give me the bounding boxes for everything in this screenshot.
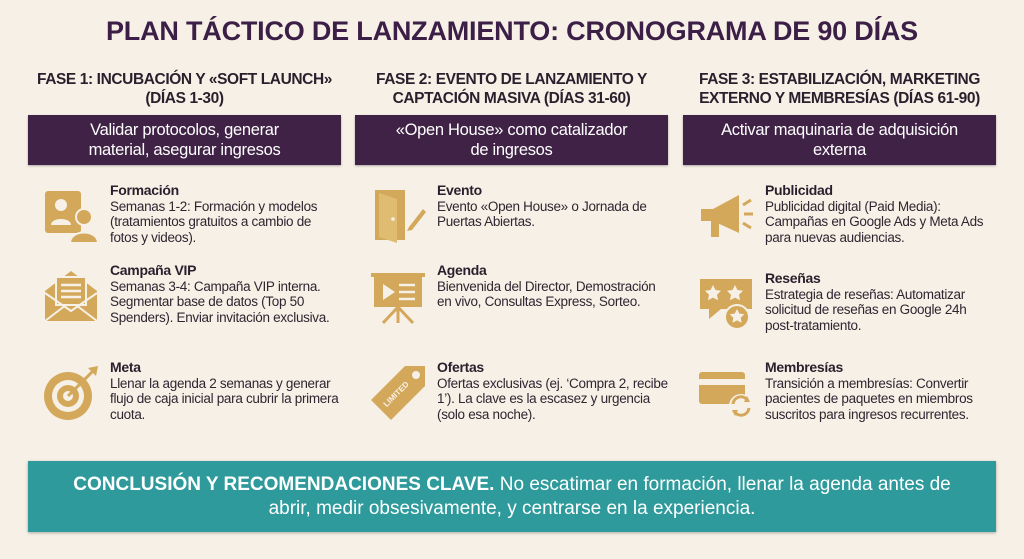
phase-header: FASE 1: INCUBACIÓN Y «SOFT LAUNCH» (DÍAS…	[36, 71, 332, 107]
item-title: Membresías	[765, 359, 843, 375]
phase-column-1: FASE 1: INCUBACIÓN Y «SOFT LAUNCH» (DÍAS…	[28, 70, 341, 450]
item-text: Evento «Open House» o Jornada de Puertas…	[437, 198, 647, 230]
item-title: Evento	[437, 182, 482, 198]
trainer-person-icon	[42, 187, 100, 245]
item-title: Campaña VIP	[110, 262, 197, 278]
item-text: Llenar la agenda 2 semanas y generar flu…	[110, 375, 339, 422]
phase-column-2: FASE 2: EVENTO DE LANZAMIENTO Y CAPTACIÓ…	[355, 70, 668, 450]
envelope-letter-icon	[42, 267, 100, 325]
conclusion-text: No escatimar en formación, llenar la age…	[268, 473, 951, 519]
list-item: Meta Llenar la agenda 2 semanas y generar…	[42, 359, 342, 422]
item-title: Agenda	[437, 262, 487, 278]
conclusion-lead: CONCLUSIÓN Y RECOMENDACIONES CLAVE.	[73, 473, 495, 495]
item-text: Transición a membresías: Convertir pacie…	[765, 375, 973, 422]
target-arrow-icon	[42, 364, 100, 422]
conclusion-banner: CONCLUSIÓN Y RECOMENDACIONES CLAVE. No e…	[28, 461, 996, 532]
item-text: Ofertas exclusivas (ej. ‘Compra 2, recib…	[437, 375, 668, 422]
item-title: Publicidad	[765, 182, 833, 198]
presentation-board-icon	[369, 267, 427, 325]
item-text: Semanas 1-2: Formación y modelos (tratam…	[110, 198, 318, 245]
item-text: Bienvenida del Director, Demostración en…	[437, 278, 656, 310]
phase-objective: «Open House» como catalizador de ingreso…	[355, 115, 668, 165]
limited-tag-icon: LIMITED	[369, 364, 427, 422]
item-title: Reseñas	[765, 270, 821, 286]
page-title: PLAN TÁCTICO DE LANZAMIENTO: CRONOGRAMA …	[105, 16, 918, 46]
megaphone-icon	[697, 187, 755, 245]
item-text: Publicidad digital (Paid Media): Campaña…	[765, 198, 984, 245]
review-stars-icon	[697, 275, 755, 333]
list-item: Publicidad Publicidad digital (Paid Media…	[697, 182, 997, 245]
list-item: Reseñas Estrategia de reseñas: Automatiza…	[697, 270, 997, 333]
list-item: LIMITED Ofertas Ofertas exclusivas (ej. ‘…	[369, 359, 669, 422]
item-title: Formación	[110, 182, 179, 198]
list-item: Membresías Transición a membresías: Conve…	[697, 359, 997, 422]
card-recurring-icon	[697, 364, 755, 422]
phase-objective: Activar maquinaria de adquisición extern…	[683, 115, 996, 165]
phase-objective-text: Validar protocolos, generar material, as…	[88, 121, 281, 159]
list-item: Evento Evento «Open House» o Jornada de P…	[369, 182, 669, 245]
phase-objective: Validar protocolos, generar material, as…	[28, 115, 341, 165]
list-item: Campaña VIP Semanas 3-4: Campaña VIP inte…	[42, 262, 342, 325]
item-text: Semanas 3-4: Campaña VIP interna. Segmen…	[110, 278, 330, 325]
item-title: Meta	[110, 359, 141, 375]
list-item: Agenda Bienvenida del Director, Demostrac…	[369, 262, 669, 325]
phase-header: FASE 3: ESTABILIZACIÓN, MARKETING EXTERN…	[698, 71, 981, 107]
phase-column-3: FASE 3: ESTABILIZACIÓN, MARKETING EXTERN…	[683, 70, 996, 450]
list-item: Formación Semanas 1-2: Formación y modelo…	[42, 182, 342, 245]
phase-header: FASE 2: EVENTO DE LANZAMIENTO Y CAPTACIÓ…	[376, 71, 647, 107]
phase-objective-text: Activar maquinaria de adquisición extern…	[721, 121, 958, 159]
item-title: Ofertas	[437, 359, 484, 375]
open-door-icon	[369, 187, 427, 245]
phase-objective-text: «Open House» como catalizador de ingreso…	[395, 121, 628, 159]
item-text: Estrategia de reseñas: Automatizar solic…	[765, 286, 967, 333]
